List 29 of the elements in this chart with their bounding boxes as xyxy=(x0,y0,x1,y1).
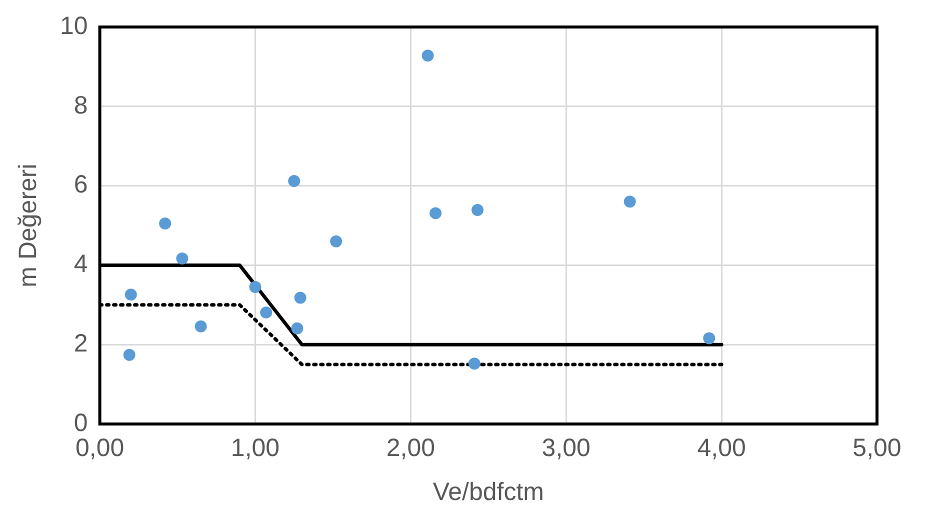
y-tick-label: 2 xyxy=(74,329,88,358)
x-axis-title: Ve/bdfctm xyxy=(432,478,544,506)
point xyxy=(123,348,136,361)
x-tick-label: 3,00 xyxy=(542,434,590,462)
y-tick-label: 10 xyxy=(60,12,88,40)
point xyxy=(430,207,442,220)
point xyxy=(176,252,188,264)
point xyxy=(422,50,434,62)
point xyxy=(703,332,716,344)
point xyxy=(472,204,484,216)
point xyxy=(294,292,306,304)
x-tick-label: 5,00 xyxy=(852,434,902,462)
point xyxy=(468,358,480,370)
y-axis-title: m Değereri xyxy=(14,164,42,288)
y-tick-label: 4 xyxy=(74,250,88,278)
y-tick-label: 6 xyxy=(74,170,88,199)
point xyxy=(124,288,137,301)
x-tick-label: 4,00 xyxy=(697,434,746,462)
point xyxy=(288,175,300,188)
y-tick-label: 8 xyxy=(74,91,88,120)
point xyxy=(330,235,342,248)
point xyxy=(249,281,262,294)
x-tick-label: 2,00 xyxy=(386,434,436,462)
point xyxy=(260,306,272,318)
point xyxy=(159,218,172,230)
point xyxy=(194,320,207,332)
x-tick-label: 1,00 xyxy=(230,434,280,462)
point xyxy=(624,196,636,208)
point xyxy=(291,322,304,334)
